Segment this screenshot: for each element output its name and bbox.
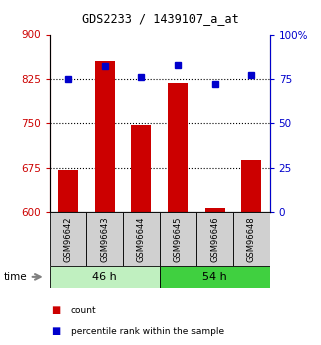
Text: 46 h: 46 h: [92, 272, 117, 282]
Text: ■: ■: [51, 326, 61, 336]
Bar: [196, 212, 233, 266]
Bar: [160, 266, 270, 288]
Text: GSM96646: GSM96646: [210, 216, 219, 262]
Bar: [233, 212, 270, 266]
Bar: [160, 212, 196, 266]
Bar: [123, 212, 160, 266]
Text: 54 h: 54 h: [202, 272, 227, 282]
Text: GDS2233 / 1439107_a_at: GDS2233 / 1439107_a_at: [82, 12, 239, 26]
Bar: [50, 266, 160, 288]
Text: time: time: [3, 272, 27, 282]
Text: GSM96645: GSM96645: [174, 216, 183, 262]
Bar: [204, 208, 225, 212]
Bar: [168, 83, 188, 212]
Bar: [50, 212, 86, 266]
Bar: [86, 212, 123, 266]
Bar: [58, 169, 78, 212]
Text: count: count: [71, 306, 96, 315]
Bar: [95, 61, 115, 212]
Text: GSM96643: GSM96643: [100, 216, 109, 262]
Text: GSM96648: GSM96648: [247, 216, 256, 262]
Bar: [241, 160, 261, 212]
Text: GSM96644: GSM96644: [137, 216, 146, 262]
Bar: [131, 125, 152, 212]
Text: ■: ■: [51, 306, 61, 315]
Text: percentile rank within the sample: percentile rank within the sample: [71, 327, 224, 336]
Text: GSM96642: GSM96642: [64, 216, 73, 262]
